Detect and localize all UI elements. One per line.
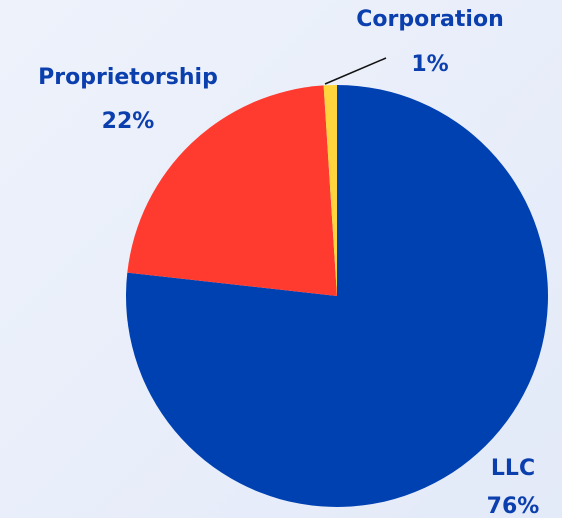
slice-label: LLC bbox=[491, 456, 535, 481]
pie-slice bbox=[127, 85, 338, 297]
value-label: 22% bbox=[102, 109, 155, 134]
value-label: 1% bbox=[411, 52, 448, 77]
slice-label: Corporation bbox=[356, 7, 504, 32]
pie-slice bbox=[323, 85, 337, 296]
value-label: 76% bbox=[487, 494, 540, 518]
slice-label: Proprietorship bbox=[38, 65, 218, 90]
pie-slice bbox=[125, 85, 548, 507]
leader-line bbox=[324, 57, 387, 85]
